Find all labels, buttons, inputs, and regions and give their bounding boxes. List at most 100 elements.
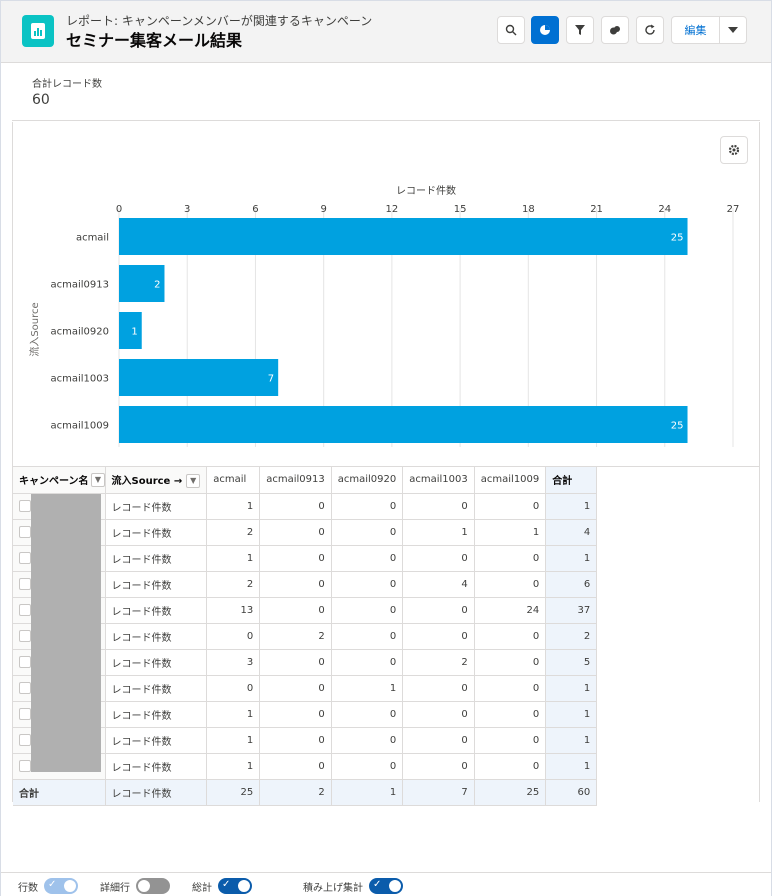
grand-total-cell: 2: [259, 779, 332, 806]
row-total-cell: 4: [545, 519, 598, 546]
table-cell: 0: [474, 493, 547, 520]
table-cell: 0: [259, 727, 332, 754]
row-checkbox[interactable]: [19, 526, 31, 538]
row-checkbox[interactable]: [19, 734, 31, 746]
total-column-header[interactable]: 合計: [545, 467, 598, 494]
row-checkbox[interactable]: [19, 760, 31, 772]
table-cell: 1: [206, 545, 261, 572]
chart-settings-button[interactable]: [720, 136, 748, 164]
row-checkbox[interactable]: [19, 630, 31, 642]
row-total-cell: 5: [545, 649, 598, 676]
refresh-button[interactable]: [636, 16, 664, 44]
row-checkbox[interactable]: [19, 552, 31, 564]
edit-menu-button[interactable]: [720, 17, 746, 43]
table-cell: 0: [259, 571, 332, 598]
table-cell: 0: [402, 597, 475, 624]
row-total-cell: 6: [545, 571, 598, 598]
detail-rows-toggle[interactable]: 詳細行: [100, 878, 170, 894]
report-table-area: キャンペーン名 流入Source → ▼ acmail acmail0913 ac…: [12, 466, 760, 806]
row-measure-label: レコード件数: [105, 493, 208, 520]
row-total-cell: 1: [545, 493, 598, 520]
table-cell: 2: [259, 623, 332, 650]
table-cell: 3: [206, 649, 261, 676]
subscribe-button[interactable]: [601, 16, 629, 44]
table-cell: 1: [474, 519, 547, 546]
row-count-toggle[interactable]: 行数 ✓: [18, 878, 78, 894]
grand-total-label: 合計: [13, 779, 106, 806]
group-column-header-label: キャンペーン名: [19, 476, 89, 488]
column-menu-button[interactable]: ▼: [186, 473, 201, 488]
source-column-header[interactable]: 流入Source → ▼: [105, 467, 208, 494]
search-button[interactable]: [497, 16, 525, 44]
bar-acmail0920: [119, 312, 142, 349]
table-cell: 24: [474, 597, 547, 624]
table-cell: 0: [259, 649, 332, 676]
grand-total-cell: 7: [402, 779, 475, 806]
row-measure-label: レコード件数: [105, 649, 208, 676]
stacked-summary-label: 積み上げ集計: [303, 882, 363, 894]
edit-button-group: 編集: [671, 16, 747, 44]
detail-rows-switch[interactable]: [136, 878, 170, 894]
table-cell: 0: [402, 623, 475, 650]
grand-total-cell: 25: [474, 779, 547, 806]
row-checkbox[interactable]: [19, 604, 31, 616]
column-header[interactable]: acmail1003: [402, 467, 475, 494]
table-cell: 0: [331, 597, 404, 624]
stacked-summary-toggle[interactable]: 積み上げ集計 ✓: [303, 878, 403, 894]
edit-button[interactable]: 編集: [672, 17, 720, 43]
table-header-row: キャンペーン名 流入Source → ▼ acmail acmail0913 ac…: [13, 467, 598, 494]
grand-total-measure-label: レコード件数: [105, 779, 208, 806]
table-cell: 4: [402, 571, 475, 598]
x-tick-label: 0: [116, 204, 122, 215]
table-cell: 1: [331, 675, 404, 702]
row-measure-label: レコード件数: [105, 545, 208, 572]
row-total-cell: 1: [545, 701, 598, 728]
stacked-summary-switch[interactable]: ✓: [369, 878, 403, 894]
row-checkbox[interactable]: [19, 500, 31, 512]
grand-total-toggle[interactable]: 総計 ✓: [192, 878, 252, 894]
row-total-cell: 1: [545, 545, 598, 572]
table-cell: 0: [474, 675, 547, 702]
column-header[interactable]: acmail: [206, 467, 261, 494]
search-icon: [505, 24, 517, 36]
footer-toggles: 行数 ✓ 詳細行 総計 ✓ 積み上げ集計 ✓: [1, 872, 771, 896]
filter-button[interactable]: [566, 16, 594, 44]
x-tick-label: 15: [454, 204, 467, 215]
row-total-cell: 37: [545, 597, 598, 624]
chevron-down-icon: [728, 27, 738, 33]
table-row: レコード件数 0 0 1 0 0 1: [13, 675, 598, 702]
table-cell: 0: [402, 675, 475, 702]
chart-toggle-button[interactable]: [531, 16, 559, 44]
row-checkbox[interactable]: [19, 578, 31, 590]
row-checkbox[interactable]: [19, 708, 31, 720]
group-column-header[interactable]: キャンペーン名: [13, 467, 106, 494]
y-category-label: acmail1009: [50, 421, 109, 432]
table-cell: 0: [206, 675, 261, 702]
record-count-label: 合計レコード数: [32, 79, 102, 90]
bar-acmail1009: [119, 406, 688, 443]
column-header[interactable]: acmail1009: [474, 467, 547, 494]
table-cell: 2: [206, 519, 261, 546]
row-count-switch[interactable]: ✓: [44, 878, 78, 894]
group-column-menu-button[interactable]: ▼: [91, 473, 105, 487]
row-checkbox[interactable]: [19, 656, 31, 668]
y-category-label: acmail0913: [50, 280, 109, 291]
column-header[interactable]: acmail0913: [259, 467, 332, 494]
check-icon: ✓: [373, 879, 382, 890]
bar-acmail: [119, 218, 688, 255]
row-checkbox[interactable]: [19, 682, 31, 694]
table-cell: 0: [331, 753, 404, 780]
x-tick-label: 27: [727, 204, 740, 215]
table-cell: 0: [331, 623, 404, 650]
report-type-subtitle: レポート: キャンペーンメンバーが関連するキャンペーン: [66, 14, 373, 28]
table-cell: 0: [331, 519, 404, 546]
row-measure-label: レコード件数: [105, 753, 208, 780]
table-cell: 0: [474, 649, 547, 676]
column-header[interactable]: acmail0920: [331, 467, 404, 494]
table-cell: 0: [206, 623, 261, 650]
bar-acmail0913: [119, 265, 165, 302]
grand-total-switch[interactable]: ✓: [218, 878, 252, 894]
table-cell: 0: [402, 701, 475, 728]
y-category-label: acmail0920: [50, 327, 109, 338]
table-row: レコード件数 1 0 0 0 0 1: [13, 493, 598, 520]
